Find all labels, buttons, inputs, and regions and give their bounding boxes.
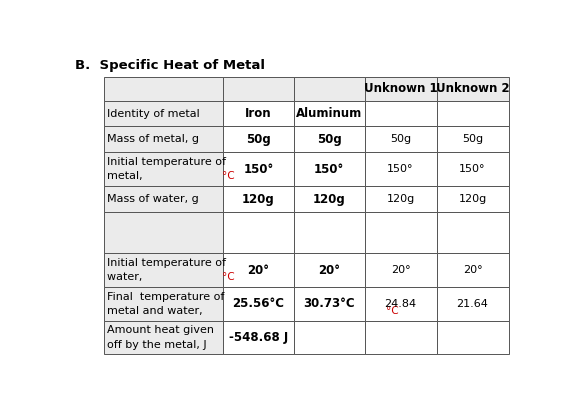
Text: 20°: 20° [391,265,411,275]
Bar [437,77,509,100]
Bar [223,126,294,152]
Text: Unknown 2: Unknown 2 [435,82,509,96]
Bar [294,212,365,254]
Bar [365,287,437,321]
Text: 20°: 20° [463,265,483,275]
Text: Iron: Iron [245,107,272,120]
Bar [294,152,365,186]
Bar [104,186,223,212]
Text: water,: water, [107,272,146,282]
Text: 20°: 20° [247,264,269,277]
Bar [104,287,223,321]
Bar [437,287,509,321]
Text: 150°: 150° [243,163,274,176]
Text: 120g: 120g [242,192,275,206]
Bar [365,77,437,100]
Text: Mass of water, g: Mass of water, g [107,194,199,204]
Text: 120g: 120g [458,194,486,204]
Bar [437,152,509,186]
Text: Final  temperature of: Final temperature of [107,292,225,302]
Text: metal and water,: metal and water, [107,306,206,316]
Text: 150°: 150° [459,164,486,174]
Bar [294,126,365,152]
Bar [223,212,294,254]
Text: 21.64: 21.64 [456,299,488,309]
Bar [104,254,223,287]
Text: °C: °C [222,171,235,181]
Text: Initial temperature of: Initial temperature of [107,157,226,167]
Text: off by the metal, J: off by the metal, J [107,340,207,350]
Text: 150°: 150° [387,164,414,174]
Bar [294,254,365,287]
Text: 120g: 120g [313,192,346,206]
Bar [104,77,223,100]
Bar [223,254,294,287]
Bar [223,152,294,186]
Text: -548.68 J: -548.68 J [229,331,288,344]
Bar [104,212,223,254]
Text: 150°: 150° [314,163,344,176]
Bar [365,254,437,287]
Bar [294,77,365,100]
Text: °C: °C [386,306,398,316]
Text: Initial temperature of: Initial temperature of [107,258,226,268]
Text: 20°: 20° [318,264,340,277]
Bar [223,100,294,126]
Bar [365,100,437,126]
Bar [365,152,437,186]
Bar [437,100,509,126]
Text: 25.56°C: 25.56°C [232,298,285,310]
Bar [223,321,294,354]
Text: 50g: 50g [462,134,483,144]
Bar [437,186,509,212]
Bar [223,77,294,100]
Text: Identity of metal: Identity of metal [107,108,200,118]
Text: B.  Specific Heat of Metal: B. Specific Heat of Metal [75,59,265,72]
Text: metal,: metal, [107,171,146,181]
Text: °C: °C [222,272,235,282]
Bar [437,321,509,354]
Text: 50g: 50g [317,133,341,146]
Bar [437,212,509,254]
Bar [223,287,294,321]
Bar [365,212,437,254]
Text: 24.84: 24.84 [384,299,417,309]
Text: Mass of metal, g: Mass of metal, g [107,134,200,144]
Bar [223,186,294,212]
Bar [104,321,223,354]
Bar [104,126,223,152]
Bar [294,287,365,321]
Text: 120g: 120g [387,194,414,204]
Text: Unknown 1: Unknown 1 [364,82,437,96]
Bar [365,126,437,152]
Bar [104,100,223,126]
Bar [294,186,365,212]
Text: 30.73°C: 30.73°C [303,298,355,310]
Bar [437,126,509,152]
Bar [437,254,509,287]
Text: 50g: 50g [246,133,271,146]
Text: Aluminum: Aluminum [296,107,362,120]
Bar [294,321,365,354]
Bar [365,321,437,354]
Bar [294,100,365,126]
Bar [104,152,223,186]
Text: Amount heat given: Amount heat given [107,325,214,335]
Text: 50g: 50g [390,134,411,144]
Bar [365,186,437,212]
